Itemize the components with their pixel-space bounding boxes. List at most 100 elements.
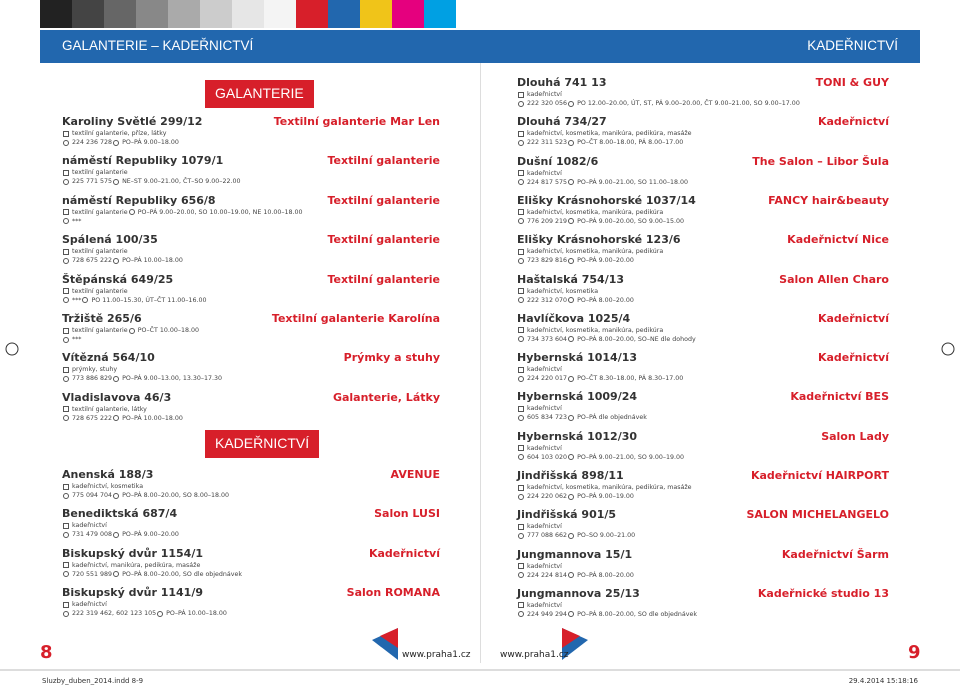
detail-text: 225 771 575 xyxy=(72,178,113,186)
clock-icon xyxy=(113,178,120,185)
detail-line: 225 771 575 NE–ST 9.00–21.00, ČT–SO 9.00–… xyxy=(62,178,241,185)
phone-icon xyxy=(63,531,69,538)
address: Haštalská 754/13 xyxy=(517,272,625,286)
detail-text: 222 312 070 xyxy=(527,296,568,304)
detail-line: kadeřnictví xyxy=(62,522,107,529)
phone-icon xyxy=(63,492,69,499)
detail-text: *** xyxy=(72,336,82,343)
detail-line: 777 088 662 PO–SO 9.00–21.00 xyxy=(517,532,635,539)
swatch xyxy=(200,0,232,28)
business-name: Kadeřnictví xyxy=(817,311,889,325)
tag-icon xyxy=(63,562,69,569)
tag-icon xyxy=(518,366,524,373)
clock-icon xyxy=(113,415,120,422)
phone-icon xyxy=(63,297,69,304)
business-name: Prýmky a stuhy xyxy=(343,351,440,365)
business-name: Textilní galanterie xyxy=(327,233,440,247)
detail-text: PO–PÁ 8.00–20.00 xyxy=(577,296,634,304)
detail-text: kadeřnictví xyxy=(527,91,562,98)
entry: Havlíčkova 1025/4 Kadeřnictví kadeřnictví,… xyxy=(517,312,889,350)
detail-line: 734 373 604 PO–PÁ 8.00–20.00, SO–NE dle d… xyxy=(517,336,696,343)
detail-text: PO–PÁ 9.00–20.00 xyxy=(577,257,634,265)
business-name: FANCY hair&beauty xyxy=(768,193,889,207)
detail-text: kadeřnictví xyxy=(527,562,562,570)
entry: Biskupský dvůr 1154/1 Kadeřnictví kadeřnic… xyxy=(62,547,440,585)
detail-text: PO–PÁ 10.00–18.00 xyxy=(166,610,227,618)
detail-line: 224 220 062 PO–PÁ 9.00–19.00 xyxy=(517,493,634,500)
address: náměstí Republiky 1079/1 xyxy=(62,154,224,168)
business-name: Salon ROMANA xyxy=(346,586,440,600)
address: Havlíčkova 1025/4 xyxy=(517,311,631,325)
business-name: Kadeřnictví Nice xyxy=(787,233,889,247)
entry: Vítězná 564/10 Prýmky a stuhy prýmky, stuh… xyxy=(62,351,440,389)
detail-text: PO–PÁ 9.00–20.00, SO 10.00–19.00, NE 10.… xyxy=(137,208,303,216)
detail-line: *** xyxy=(62,218,81,225)
clock-icon xyxy=(568,493,575,500)
clock-icon xyxy=(128,327,135,334)
entry: náměstí Republiky 656/8 Textilní galanter… xyxy=(62,194,440,232)
clock-icon xyxy=(568,611,575,618)
business-name: Textilní galanterie xyxy=(327,154,440,168)
detail-text: kadeřnictví xyxy=(527,366,562,374)
detail-text: kadeřnictví xyxy=(527,523,562,531)
detail-line: 728 675 222 PO–PÁ 10.00–18.00 xyxy=(62,257,183,264)
swatch xyxy=(328,0,360,28)
business-name: Salon LUSI xyxy=(374,507,440,521)
swatch xyxy=(264,0,296,28)
business-name: AVENUE xyxy=(390,468,440,481)
business-name: Textilní galanterie Karolína xyxy=(271,312,440,325)
registration-mark xyxy=(941,342,955,356)
business-name: Kadeřnictví HAIRPORT xyxy=(750,469,889,482)
business-name: Salon Lady xyxy=(821,429,889,443)
address: náměstí Republiky 656/8 xyxy=(62,193,216,207)
detail-line: kadeřnictví, kosmetika xyxy=(62,483,143,490)
entry: Vladislavova 46/3 Galanterie, Látky textil… xyxy=(62,391,440,429)
detail-text: PO–PÁ 9.00–21.00, SO 11.00–18.00 xyxy=(577,178,689,186)
detail-line: kadeřnictví, kosmetika, manikúra, pedikú… xyxy=(517,248,663,255)
swatch xyxy=(424,0,456,28)
phone-icon xyxy=(518,257,524,264)
entry: Haštalská 754/13 Salon Allen Charo kadeřni… xyxy=(517,273,889,311)
clock-icon xyxy=(82,297,89,304)
detail-line: 773 886 829 PO–PÁ 9.00–13.00, 13.30–17.30 xyxy=(62,375,222,382)
registration-mark xyxy=(5,342,19,356)
file-name: Sluzby_duben_2014.indd 8-9 xyxy=(42,677,144,685)
detail-line: 222 320 056 PO 12.00–20.00, ÚT, ST, PÁ 9.… xyxy=(517,100,800,107)
header-bar xyxy=(40,30,920,63)
detail-line: kadeřnictví xyxy=(517,445,562,452)
spine xyxy=(480,63,481,663)
business-name: Textilní galanterie Mar Len xyxy=(273,115,440,128)
tag-icon xyxy=(518,91,524,98)
address: Spálená 100/35 xyxy=(62,233,158,247)
clock-icon xyxy=(568,375,575,382)
phone-icon xyxy=(518,572,524,579)
detail-line: textilní galanterie xyxy=(62,169,128,176)
detail-text: kadeřnictví, kosmetika xyxy=(527,287,599,295)
address: Biskupský dvůr 1141/9 xyxy=(62,586,204,600)
detail-text: PO–PÁ 8.00–20.00, SO dle objednávek xyxy=(577,610,698,618)
clock-icon xyxy=(568,297,575,303)
tag-icon xyxy=(518,170,524,177)
detail-line: 731 479 008 PO–PÁ 9.00–20.00 xyxy=(62,531,179,538)
phone-icon xyxy=(518,493,524,500)
detail-text: 224 220 017 xyxy=(527,375,568,383)
detail-text: 731 479 008 xyxy=(72,531,113,539)
tag-icon xyxy=(518,327,524,334)
entry: Tržiště 265/6 Textilní galanterie Karolín… xyxy=(62,312,440,350)
address: Dušní 1082/6 xyxy=(517,154,599,168)
tag-icon xyxy=(518,130,524,137)
address: Benediktská 687/4 xyxy=(62,507,178,521)
address: Karoliny Světlé 299/12 xyxy=(62,115,203,128)
detail-line: 224 817 575 PO–PÁ 9.00–21.00, SO 11.00–18… xyxy=(517,179,688,186)
clock-icon xyxy=(128,209,135,216)
swatch xyxy=(392,0,424,28)
swatch xyxy=(360,0,392,28)
detail-text: textilní galanterie xyxy=(72,169,128,177)
entry: Jungmannova 25/13 Kadeřnické studio 13 kad… xyxy=(517,587,889,625)
detail-text: *** xyxy=(72,296,82,304)
clock-icon xyxy=(568,572,575,579)
detail-text: textilní galanterie xyxy=(72,208,128,216)
business-name: The Salon – Libor Šula xyxy=(752,154,889,168)
detail-text: 605 834 723 xyxy=(527,414,568,422)
entry: Štěpánská 649/25 Textilní galanterie texti… xyxy=(62,273,440,311)
